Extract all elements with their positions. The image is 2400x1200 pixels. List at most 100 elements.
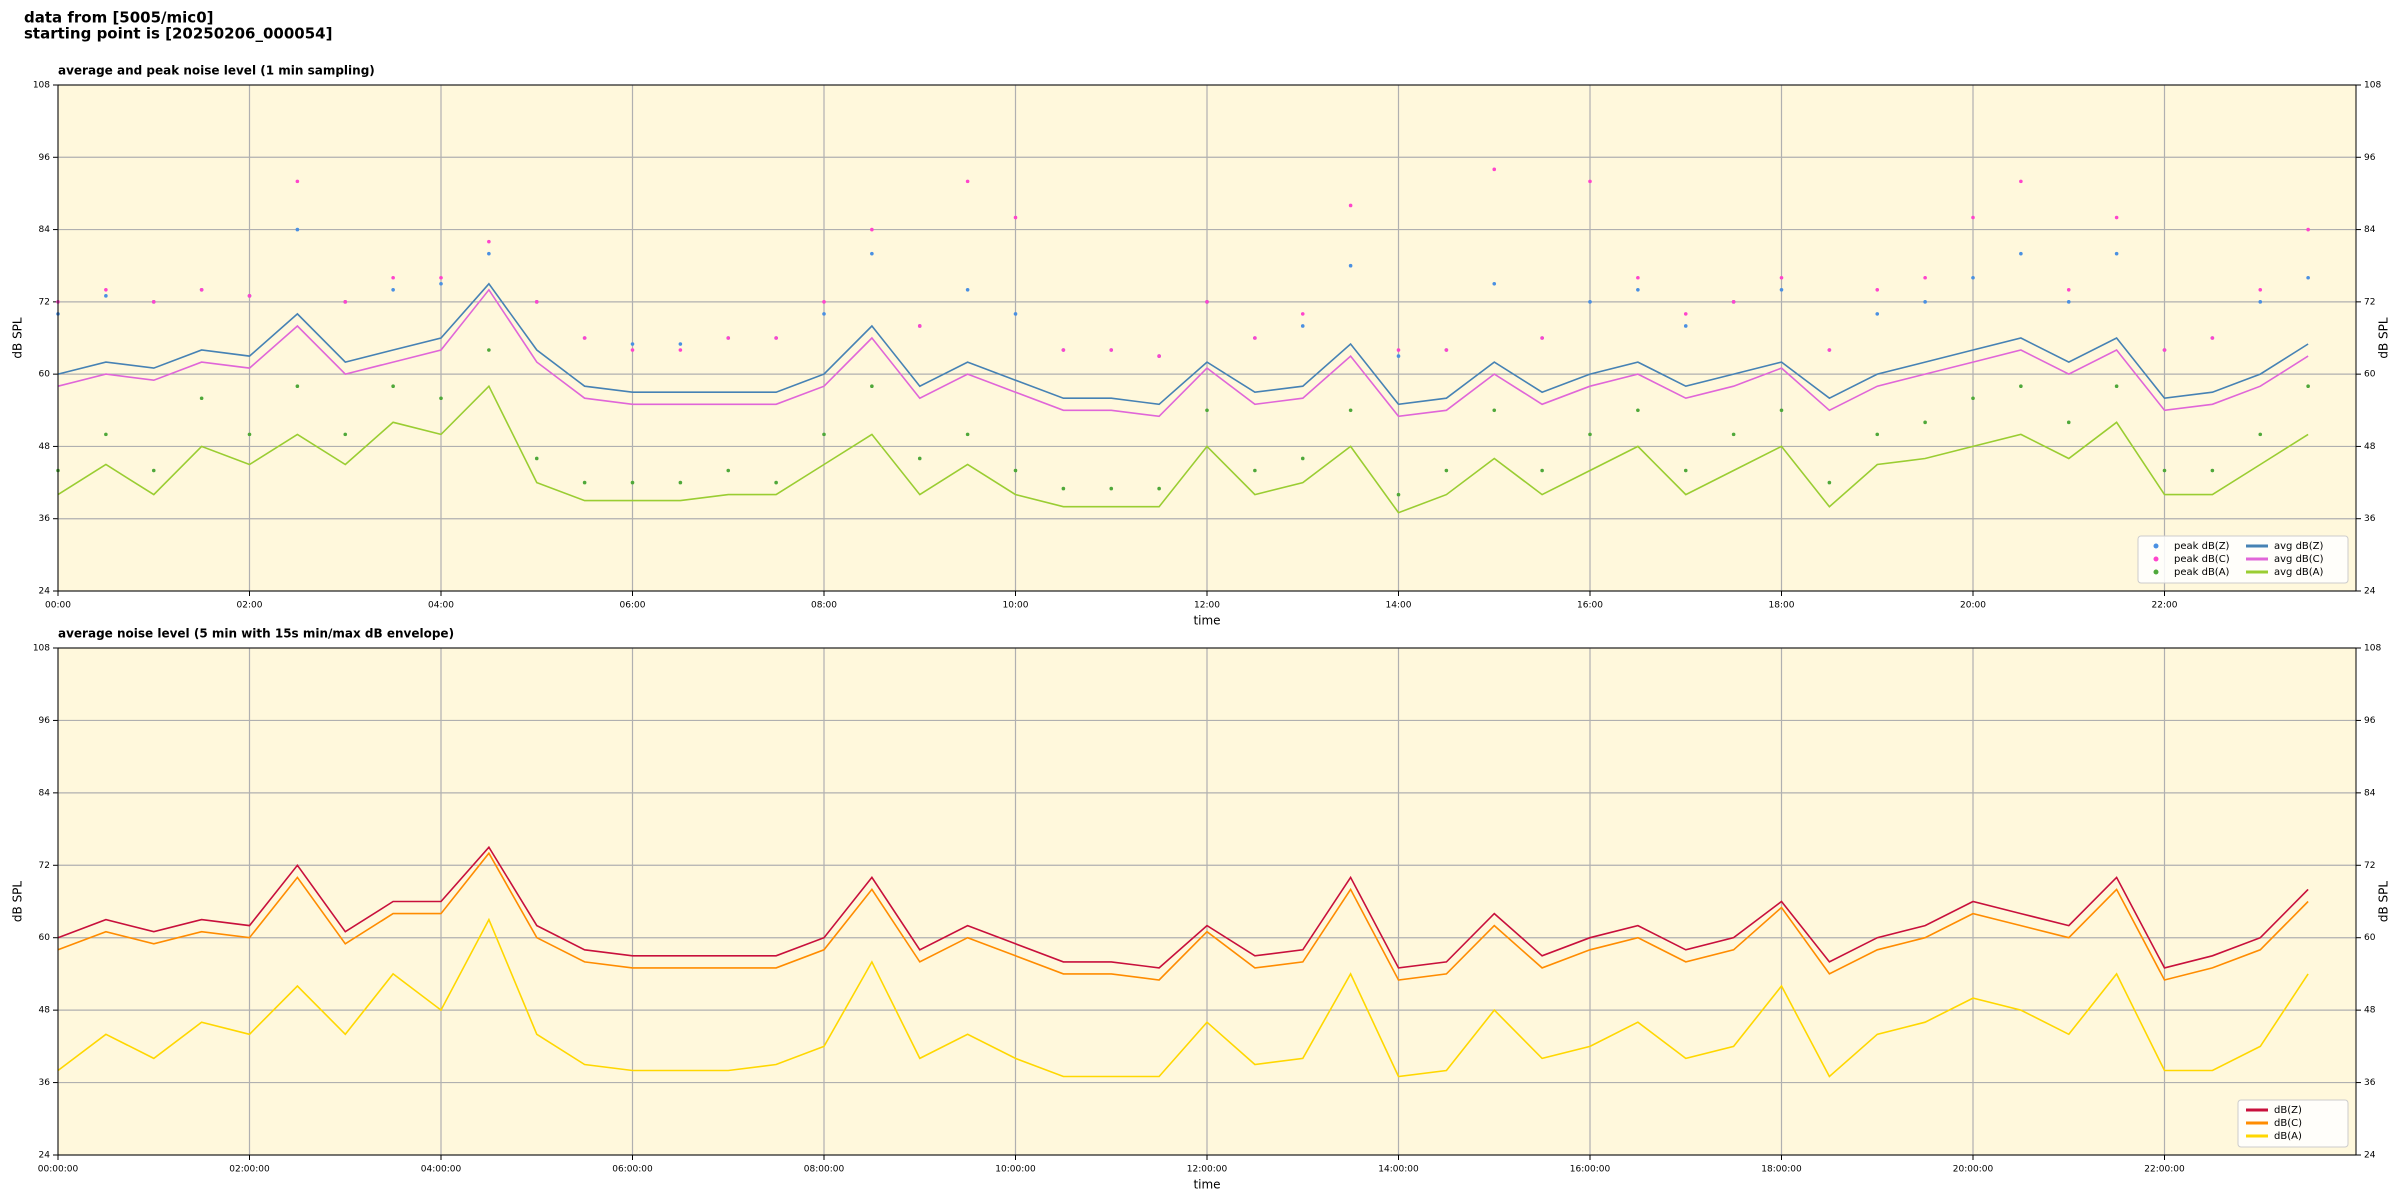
peak-point (151, 468, 156, 473)
peak-point (1923, 420, 1927, 425)
series-line (57, 282, 2309, 406)
peak-point (2306, 275, 2310, 280)
peak-point (1588, 432, 1592, 437)
peak-point (822, 312, 826, 316)
peak-point (1157, 486, 1161, 491)
peak-point (1109, 348, 1114, 352)
peak-point (439, 281, 443, 286)
peak-point (2019, 179, 2023, 184)
peak-point (2114, 384, 2119, 388)
peak-point (1923, 300, 1927, 304)
peak-point (1300, 324, 1305, 328)
peak-point (2066, 288, 2071, 292)
peak-point (1875, 288, 1880, 292)
peak-point (1875, 432, 1880, 437)
y-tick-label: 48 (2364, 442, 2376, 452)
peak-point (2066, 300, 2071, 304)
x-tick-label: 04:00:00 (421, 1165, 462, 1175)
peak-point (582, 480, 587, 485)
x-tick-label: 06:00:00 (612, 1165, 653, 1175)
x-tick-label: 12:00:00 (1187, 1165, 1228, 1175)
x-tick-label: 16:00:00 (1570, 1165, 1611, 1175)
peak-point (1636, 288, 1640, 292)
peak-point (1827, 480, 1832, 485)
peak-point (1683, 468, 1688, 473)
peak-point (1588, 300, 1592, 304)
y-tick-label: 24 (39, 1151, 51, 1161)
header-line: data from [5005/mic0] (24, 9, 214, 27)
chart-title: average noise level (5 min with 15s min/… (58, 627, 454, 641)
legend-label: peak dB(A) (2174, 567, 2230, 578)
y-tick-label: 48 (39, 1006, 51, 1016)
y-axis-label: dB SPL (11, 317, 25, 359)
peak-point (247, 432, 252, 437)
peak-point (343, 300, 348, 304)
peak-point (678, 348, 683, 352)
y-tick-label: 60 (2364, 370, 2376, 380)
peak-point (630, 480, 635, 485)
peak-point (1396, 492, 1401, 497)
peak-point (1300, 456, 1305, 461)
peak-point (1348, 263, 1353, 268)
series-line (57, 288, 2309, 418)
peak-point (1444, 348, 1449, 352)
peak-point (534, 456, 539, 461)
peak-point (1300, 312, 1305, 316)
peak-point (1731, 432, 1736, 437)
series-line (57, 917, 2309, 1078)
series-line (57, 845, 2309, 969)
x-tick-label: 00:00:00 (38, 1165, 79, 1175)
legend-box (2137, 535, 2349, 584)
peak-point (1540, 336, 1544, 340)
y-tick-label: 60 (39, 933, 51, 943)
peak-point (917, 456, 922, 461)
x-tick-label: 14:00:00 (1378, 1165, 1419, 1175)
x-tick-label: 14:00 (1386, 601, 1412, 611)
peak-point (1779, 288, 1784, 292)
peak-point (1348, 203, 1353, 208)
y-tick-label: 72 (39, 297, 50, 307)
x-tick-label: 20:00 (1960, 601, 1986, 611)
peak-point (487, 348, 491, 352)
peak-point (1061, 486, 1066, 491)
peak-point (965, 288, 970, 292)
x-tick-label: 08:00:00 (804, 1165, 845, 1175)
x-tick-label: 10:00:00 (995, 1165, 1036, 1175)
peak-point (1157, 354, 1161, 358)
y-tick-label: 72 (2364, 861, 2375, 871)
x-tick-label: 04:00 (428, 601, 454, 611)
peak-point (439, 396, 443, 401)
x-tick-label: 02:00 (237, 601, 263, 611)
y-tick-label: 24 (39, 587, 51, 597)
peak-point (295, 384, 300, 388)
y-axis-label: dB SPL (2377, 881, 2391, 923)
y-axis-label: dB SPL (2377, 317, 2391, 359)
peak-point (391, 288, 395, 292)
peak-point (104, 294, 108, 298)
peak-point (104, 288, 108, 292)
peak-point (1253, 336, 1257, 340)
peak-point (1492, 408, 1497, 413)
y-tick-label: 36 (39, 514, 51, 524)
plot-frame (57, 84, 2357, 592)
peak-point (343, 432, 348, 437)
peak-point (630, 348, 635, 352)
legend-label: dB(A) (2274, 1131, 2302, 1142)
peak-point (391, 384, 395, 388)
plot-frame (57, 647, 2357, 1156)
peak-point (1827, 348, 1832, 352)
peak-point (2258, 288, 2263, 292)
peak-point (2066, 420, 2071, 425)
peak-point (678, 342, 683, 346)
x-tick-label: 02:00:00 (229, 1165, 270, 1175)
peak-point (774, 480, 778, 485)
peak-point (1396, 354, 1401, 358)
peak-point (2019, 251, 2023, 256)
peak-point (1013, 312, 1018, 316)
y-tick-label: 60 (2364, 933, 2376, 943)
peak-point (1492, 167, 1497, 172)
peak-point (1731, 300, 1736, 304)
x-tick-label: 08:00 (811, 601, 837, 611)
peak-point (1444, 468, 1449, 473)
peak-point (2114, 251, 2119, 256)
